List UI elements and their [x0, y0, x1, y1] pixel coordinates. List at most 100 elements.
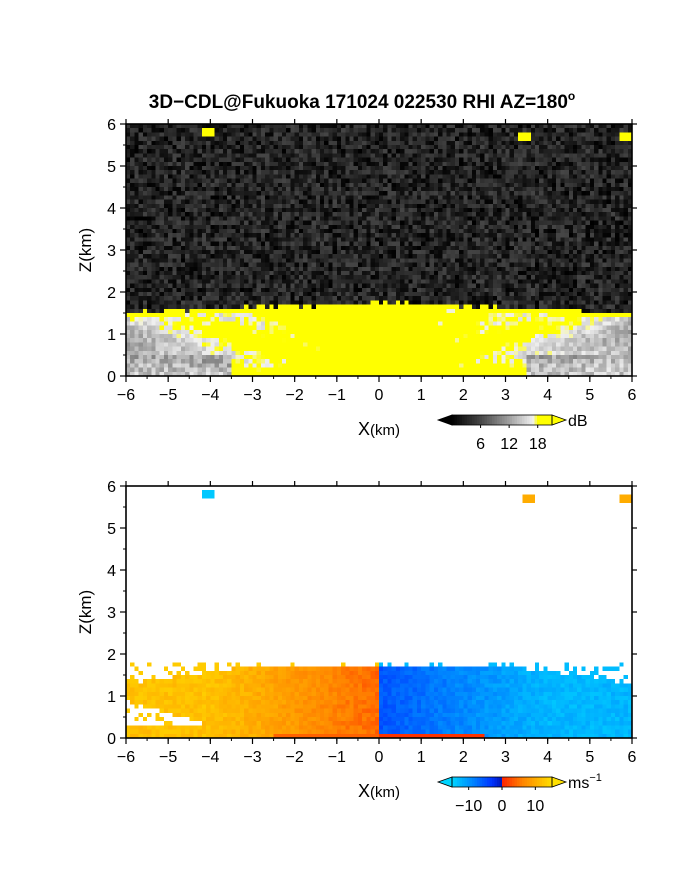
x-tick-label: −6 — [117, 387, 135, 404]
colorbar-low-arrow — [436, 776, 453, 788]
x-tick-label: 0 — [375, 749, 384, 766]
colorbar: ms−1 −10 0 10 — [436, 772, 602, 815]
colorbar-segment — [462, 777, 465, 787]
colorbar-segment — [542, 777, 545, 787]
x-tick-label: 2 — [459, 749, 468, 766]
colorbar-segment — [504, 415, 508, 425]
x-tick-label: 5 — [585, 387, 594, 404]
y-tick-label: 0 — [107, 731, 116, 748]
colorbar-segment — [514, 777, 518, 787]
colorbar-segment — [544, 777, 548, 787]
y-tick-label: 1 — [107, 689, 116, 706]
colorbar-tick-label: 12 — [500, 436, 518, 453]
colorbar-segment — [482, 415, 485, 425]
colorbar-segment — [484, 777, 488, 787]
colorbar-segment — [489, 415, 493, 425]
x-tick-label: 4 — [543, 387, 552, 404]
colorbar: dB 6 12 18 — [436, 413, 588, 453]
colorbar-segment — [487, 415, 490, 425]
x-tick-label: 1 — [417, 749, 426, 766]
colorbar-segment — [522, 415, 525, 425]
colorbar-segment — [457, 777, 460, 787]
x-axis: −6 −5 −4 −3 −2 −1 0 1 2 3 4 5 6 — [117, 119, 637, 404]
colorbar-segment — [477, 777, 480, 787]
colorbar-segment — [537, 777, 540, 787]
colorbar-segment — [489, 777, 493, 787]
x-tick-label: −1 — [328, 749, 346, 766]
colorbar-segment — [549, 777, 553, 787]
colorbar-segment — [452, 777, 455, 787]
colorbar-segment — [457, 415, 460, 425]
x-axis-label: X(km) — [358, 781, 400, 801]
x-tick-label: 3 — [501, 387, 510, 404]
colorbar-segment — [522, 777, 525, 787]
colorbar-segment — [462, 415, 465, 425]
colorbar-segment — [464, 777, 468, 787]
colorbar-segment — [547, 415, 550, 425]
y-axis-label: Z(km) — [76, 228, 95, 272]
colorbar-segment — [512, 777, 515, 787]
colorbar-segment — [517, 415, 520, 425]
y-axis: 0 1 2 3 4 5 6 — [107, 479, 637, 748]
colorbar-segment — [467, 777, 470, 787]
colorbar-segment — [502, 415, 505, 425]
colorbar-segment — [512, 415, 515, 425]
x-tick-label: −6 — [117, 749, 135, 766]
x-tick-label: 2 — [459, 387, 468, 404]
colorbar-segment — [519, 777, 523, 787]
colorbar-segment — [534, 777, 538, 787]
y-tick-label: 4 — [107, 563, 116, 580]
figure-title-degree: o — [568, 89, 575, 103]
x-tick-label: −3 — [243, 387, 261, 404]
colorbar-segment — [494, 777, 498, 787]
colorbar-segment — [529, 415, 533, 425]
x-tick-label: −3 — [243, 749, 261, 766]
colorbar-segment — [469, 777, 473, 787]
x-tick-label: −2 — [286, 387, 304, 404]
colorbar-tick-label: 0 — [498, 798, 507, 815]
x-tick-label: −4 — [201, 749, 219, 766]
colorbar-segment — [529, 777, 533, 787]
colorbar-segment — [469, 415, 473, 425]
y-tick-label: 0 — [107, 369, 116, 386]
colorbar-high-arrow — [551, 414, 568, 426]
colorbar-segment — [507, 777, 510, 787]
colorbar-high-arrow — [551, 776, 568, 788]
y-tick-label: 5 — [107, 159, 116, 176]
colorbar-tick-label: 18 — [529, 436, 547, 453]
colorbar-segment — [509, 415, 513, 425]
x-tick-label: −5 — [159, 387, 177, 404]
colorbar-segment — [499, 777, 503, 787]
colorbar-segment — [479, 415, 483, 425]
colorbar-segment — [479, 777, 483, 787]
colorbar-segment — [474, 415, 478, 425]
colorbar-segment — [517, 777, 520, 787]
colorbar-segment — [549, 415, 553, 425]
x-tick-label: 6 — [628, 387, 637, 404]
colorbar-segment — [454, 415, 458, 425]
colorbar-segment — [532, 777, 535, 787]
colorbar-segment — [519, 415, 523, 425]
colorbar-segment — [514, 415, 518, 425]
colorbar-segment — [507, 415, 510, 425]
colorbar-segment — [452, 415, 455, 425]
y-tick-label: 5 — [107, 521, 116, 538]
colorbar-unit: ms−1 — [568, 772, 602, 792]
colorbar-segment — [509, 777, 513, 787]
colorbar-segment — [484, 415, 488, 425]
colorbar-segment — [477, 415, 480, 425]
colorbar-segment — [459, 415, 463, 425]
x-tick-label: −2 — [286, 749, 304, 766]
x-axis: −6 −5 −4 −3 −2 −1 0 1 2 3 4 5 6 — [117, 481, 637, 766]
colorbar-segment — [527, 415, 530, 425]
heatmap-field — [126, 124, 632, 376]
colorbar-tick-label: −10 — [455, 798, 482, 815]
colorbar-segment — [527, 777, 530, 787]
colorbar-segment — [539, 777, 543, 787]
colorbar-segment — [544, 415, 548, 425]
y-tick-label: 6 — [107, 117, 116, 134]
y-tick-label: 2 — [107, 285, 116, 302]
colorbar-segment — [492, 777, 495, 787]
colorbar-segment — [459, 777, 463, 787]
